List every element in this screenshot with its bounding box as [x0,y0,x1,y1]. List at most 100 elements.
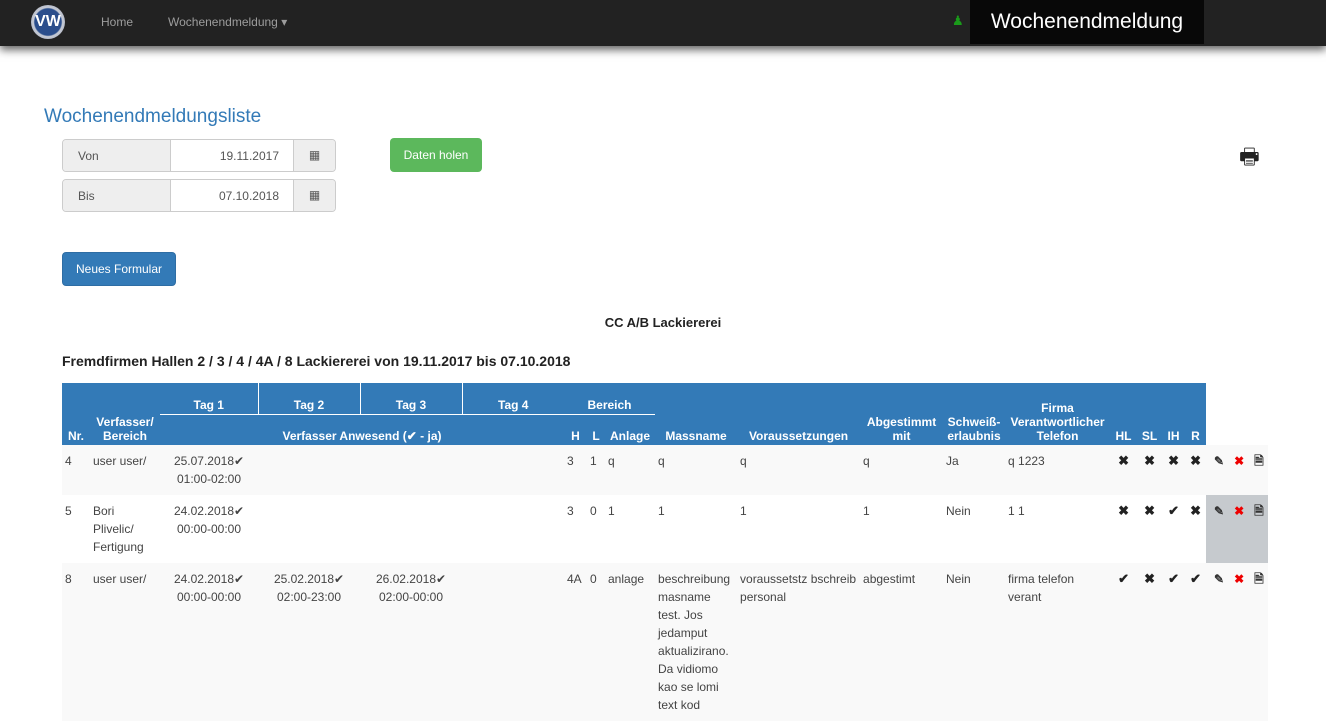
cell-firma: q 1223 [1005,445,1111,495]
col-l: L [587,414,605,445]
delete-icon[interactable]: ✖ [1234,572,1245,586]
col-hl: HL [1110,383,1138,445]
cell-tag3: 26.02.2018✔ 02:00-00:00 [360,563,462,721]
cell-tag3 [360,445,462,495]
edit-icon[interactable]: ✎ [1214,504,1225,518]
cell-voraus: 1 [740,504,747,518]
cell-voraus: q [737,445,861,495]
cell-tag4 [462,495,564,563]
cell-massname: 1 [658,504,665,518]
cell-anlage: q [605,445,656,495]
col-massname: Massname [655,383,738,445]
cell-tag1: 24.02.2018✔ 00:00-00:00 [160,563,258,721]
row-actions: ✎ ✖ 🗎 [1206,563,1269,721]
table-row: 4 user user/25.07.2018✔ 01:00-02:00 3 1 q q q q… [62,445,1269,495]
cell-tag1: 25.07.2018✔ 01:00-02:00 [160,445,258,495]
edit-icon[interactable]: ✎ [1214,572,1225,586]
cell-sl: ✖ [1144,503,1155,518]
bis-label: Bis [63,180,171,211]
pdf-icon[interactable]: 🗎 [1254,454,1264,468]
cell-nr: 8 [62,563,90,721]
delete-icon[interactable]: ✖ [1234,504,1245,518]
neues-formular-button[interactable]: Neues Formular [62,252,176,286]
bis-input[interactable]: 07.10.2018 [218,189,279,203]
cell-tag2: 25.02.2018✔ 02:00-23:00 [258,563,360,721]
table-row: 8 user user/24.02.2018✔ 00:00-00:00 25.02.… [62,563,1269,721]
page-title: Wochenendmeldungsliste [44,106,262,127]
cell-l: 0 [590,504,597,518]
col-nr: Nr. [62,383,90,445]
cell-abgestimmt: 1 [863,504,870,518]
cell-ih: ✔ [1162,563,1186,721]
cell-schweiss: Ja [943,445,1006,495]
col-abgestimmt: Abgestimmt mit [860,383,944,445]
calendar-icon[interactable]: ▦ [293,140,335,171]
cell-tag4 [462,445,564,495]
col-tag1: Tag 1 [160,383,259,415]
cell-ih: ✔ [1168,503,1179,518]
cell-abgestimmt: abgestimt [860,563,944,721]
cell-voraus: voraussetstz bschreib personal [737,563,861,721]
cell-abgestimmt: q [860,445,944,495]
col-voraussetzungen: Voraussetzungen [737,383,861,445]
col-actions [1206,383,1269,445]
brand-title: Wochenendmeldung [970,0,1204,44]
cell-r: ✖ [1190,503,1201,518]
col-anlage: Anlage [605,414,656,445]
user-icon[interactable]: ♟ [952,13,964,28]
nav-home[interactable]: Home [101,15,134,29]
vw-logo[interactable]: VW [31,5,65,39]
calendar-icon[interactable]: ▦ [293,180,335,211]
col-schweisserlaubnis: Schweiß- erlaubnis [943,383,1006,445]
col-verfasser: Verfasser/ Bereich [90,383,160,445]
cell-hl: ✖ [1118,503,1129,518]
col-bereich: Bereich [564,383,656,415]
cell-r: ✖ [1185,445,1207,495]
cell-r: ✔ [1185,563,1207,721]
cell-verfasser: user user/ [90,563,160,721]
cell-tag3 [360,495,462,563]
delete-icon[interactable]: ✖ [1234,454,1245,468]
cell-tag2 [258,445,360,495]
col-tag4: Tag 4 [462,383,564,415]
row-actions: ✎ ✖ 🗎 [1206,445,1269,495]
col-anwesend: Verfasser Anwesend (✔ - ja) [160,414,564,445]
cell-sl: ✖ [1137,563,1163,721]
pdf-icon[interactable]: 🗎 [1254,504,1264,518]
pdf-icon[interactable]: 🗎 [1254,572,1264,586]
cell-massname: beschreibung masname test. Jos jedamput … [655,563,738,721]
cell-nr: 4 [62,445,90,495]
cell-tag4 [462,563,564,721]
cell-h: 3 [567,504,574,518]
cell-tag2 [258,495,360,563]
daten-holen-button[interactable]: Daten holen [390,138,482,172]
col-sl: SL [1137,383,1163,445]
cell-sl: ✖ [1137,445,1163,495]
print-icon[interactable]: 🖶 [1239,144,1260,169]
cell-l: 0 [587,563,605,721]
von-date-group: Von 19.11.2017 ▦ [62,139,336,172]
cell-l: 1 [587,445,605,495]
von-label: Von [63,140,171,171]
table-row: 5 Bori Plivelic/ Fertigung 24.02.2018✔ 00:… [62,495,1269,563]
col-firma: Firma Verantwortlicher Telefon [1005,383,1111,445]
cell-hl: ✖ [1110,445,1138,495]
col-h: H [564,414,587,445]
cell-h: 3 [564,445,587,495]
wochenend-table: Nr. Verfasser/ Bereich Tag 1 Tag 2 Tag 3… [62,383,1269,721]
cell-massname: q [655,445,738,495]
cell-hl: ✔ [1110,563,1138,721]
row-actions: ✎ ✖ 🗎 [1206,495,1269,563]
edit-icon[interactable]: ✎ [1214,454,1225,468]
cell-anlage: anlage [605,563,656,721]
cell-ih: ✖ [1162,445,1186,495]
list-subheading: Fremdfirmen Hallen 2 / 3 / 4 / 4A / 8 La… [62,353,571,369]
cell-schweiss: Nein [946,504,971,518]
nav-wochenendmeldung-dropdown[interactable]: Wochenendmeldung ▾ [168,15,288,29]
von-input[interactable]: 19.11.2017 [219,149,279,163]
department-title: CC A/B Lackiererei [604,315,722,330]
cell-tag1: 24.02.2018✔ 00:00-00:00 [173,504,245,536]
navbar: VW Home Wochenendmeldung ▾ ♟ Wochenendme… [0,0,1326,46]
col-r: R [1185,383,1207,445]
cell-h: 4A [564,563,587,721]
